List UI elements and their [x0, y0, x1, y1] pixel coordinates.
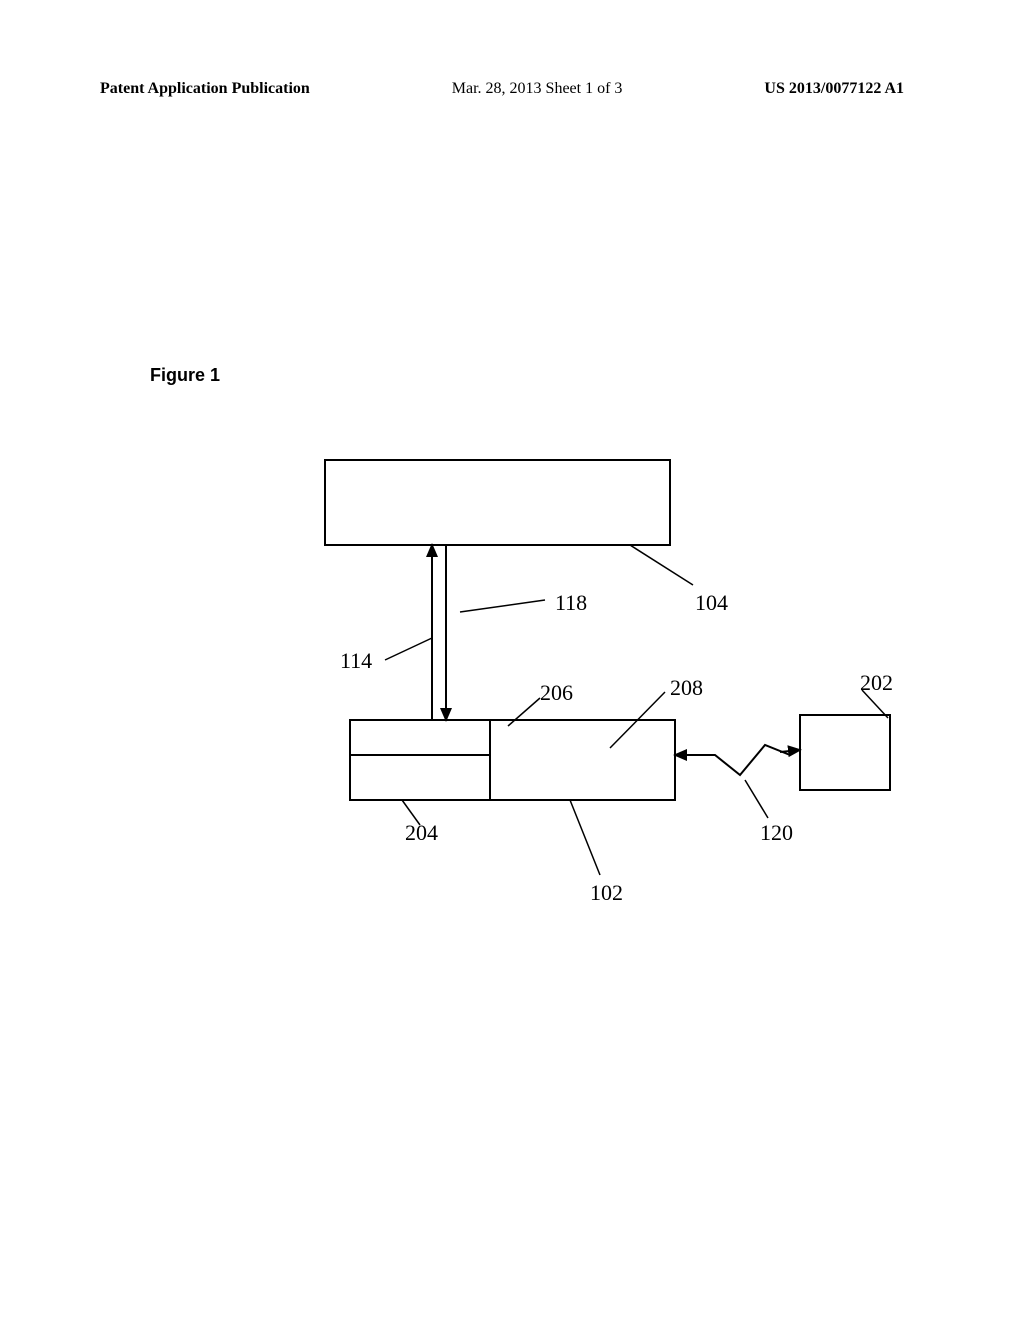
zigzag-120: [685, 745, 790, 775]
leader-104: [630, 545, 693, 585]
label-104: 104: [695, 590, 728, 616]
box-right: [800, 715, 890, 790]
page-header: Patent Application Publication Mar. 28, …: [0, 80, 1024, 98]
leader-118: [460, 600, 545, 612]
figure-title: Figure 1: [150, 365, 220, 386]
zigzag-arrow-right: [780, 750, 800, 752]
label-102: 102: [590, 880, 623, 906]
leader-206: [508, 698, 540, 726]
box-top: [325, 460, 670, 545]
leader-114: [385, 638, 432, 660]
header-right: US 2013/0077122 A1: [764, 80, 904, 98]
label-114: 114: [340, 648, 372, 674]
label-120: 120: [760, 820, 793, 846]
diagram-figure-1: 118 104 114 206 208 202 204 120 102: [140, 400, 880, 920]
header-center: Mar. 28, 2013 Sheet 1 of 3: [452, 80, 623, 98]
header-left: Patent Application Publication: [100, 80, 310, 98]
label-208: 208: [670, 675, 703, 701]
leader-120: [745, 780, 768, 818]
leader-102: [570, 800, 600, 875]
label-118: 118: [555, 590, 587, 616]
label-202: 202: [860, 670, 893, 696]
label-204: 204: [405, 820, 438, 846]
label-206: 206: [540, 680, 573, 706]
